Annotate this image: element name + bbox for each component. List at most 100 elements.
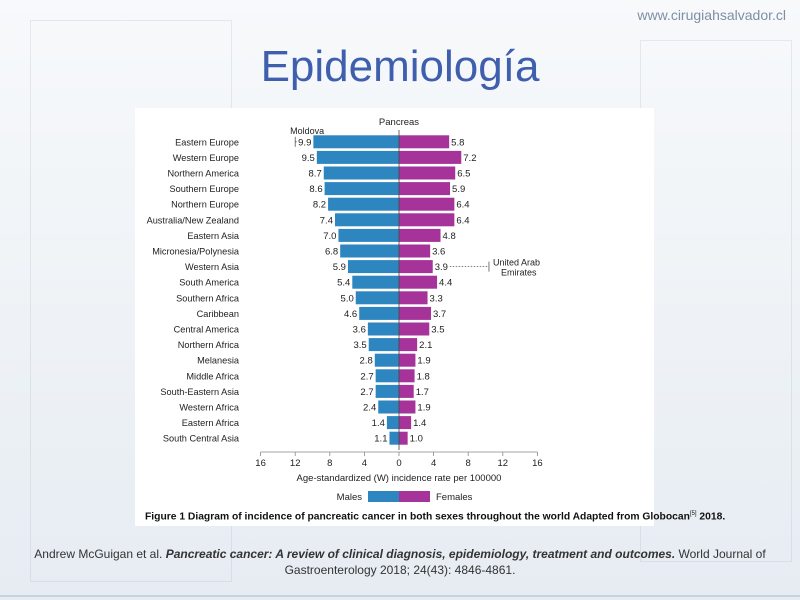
male-value-label: 6.8	[325, 247, 338, 258]
male-value-label: 2.8	[360, 356, 373, 367]
female-value-label: 1.9	[417, 356, 430, 367]
x-tick-label: 16	[532, 458, 543, 469]
male-bar	[340, 244, 399, 258]
female-value-label: 3.7	[433, 309, 446, 320]
female-value-label: 1.9	[417, 403, 430, 414]
male-value-label: 3.6	[353, 325, 366, 336]
female-bar	[399, 213, 455, 227]
male-value-label: 8.2	[313, 200, 326, 211]
male-bar	[316, 150, 399, 164]
male-bar	[324, 182, 399, 196]
male-value-label: 7.0	[323, 231, 336, 242]
x-tick-label: 8	[466, 458, 471, 469]
male-bar	[347, 260, 399, 274]
slide-title: Epidemiología	[260, 42, 540, 91]
male-bar	[378, 400, 399, 414]
category-label: Central America	[174, 325, 240, 335]
male-value-label: 8.7	[309, 169, 322, 180]
female-value-label: 1.0	[410, 434, 423, 445]
female-bar	[399, 384, 414, 398]
male-value-label: 5.0	[341, 293, 354, 304]
female-value-label: 6.5	[457, 169, 470, 180]
female-bar	[399, 150, 462, 164]
chart-title: Pancreas	[379, 117, 419, 128]
caption-reference: [5]	[689, 511, 697, 517]
male-value-label: 5.9	[333, 262, 346, 273]
male-value-label: 1.1	[374, 434, 387, 445]
male-value-label: 2.4	[363, 403, 376, 414]
x-axis-label: Age-standardized (W) incidence rate per …	[297, 473, 502, 484]
female-value-label: 4.8	[443, 231, 456, 242]
female-bar	[399, 322, 430, 336]
legend-label-males: Males	[337, 492, 363, 503]
figure-panel: Pancreas Eastern Europe 9.9 5.8 Western Euro…	[135, 108, 725, 526]
citation-source: World Journal of Gastroenterology 2018; …	[284, 547, 766, 577]
legend-label-females: Females	[436, 492, 473, 503]
male-bar	[313, 135, 399, 149]
female-bar	[399, 260, 433, 274]
female-value-label: 3.3	[430, 293, 443, 304]
female-bar	[399, 228, 441, 242]
category-label: Eastern Africa	[182, 418, 240, 428]
category-label: Caribbean	[197, 309, 239, 319]
category-label: Southern Europe	[170, 184, 239, 194]
male-bar	[389, 431, 399, 445]
female-value-label: 6.4	[456, 200, 469, 211]
female-bar	[399, 369, 415, 383]
x-tick-label: 4	[431, 458, 436, 469]
male-bar	[375, 384, 399, 398]
male-value-label: 2.7	[360, 371, 373, 382]
category-label: Australia/New Zealand	[147, 215, 239, 225]
caption-text: Figure 1 Diagram of incidence of pancrea…	[145, 511, 690, 523]
x-tick-label: 8	[327, 458, 332, 469]
female-bar	[399, 431, 408, 445]
female-value-label: 3.6	[432, 247, 445, 258]
male-value-label: 1.4	[372, 418, 385, 429]
x-tick-label: 4	[362, 458, 367, 469]
male-bar	[367, 322, 399, 336]
female-bar	[399, 197, 455, 211]
category-label: Western Europe	[173, 153, 239, 163]
x-tick-label: 12	[290, 458, 301, 469]
figure-caption: Figure 1 Diagram of incidence of pancrea…	[145, 511, 725, 522]
male-value-label: 3.5	[354, 340, 367, 351]
female-value-label: 3.5	[431, 325, 444, 336]
female-bar	[399, 353, 416, 367]
female-bar	[399, 244, 431, 258]
citation-title: Pancreatic cancer: A review of clinical …	[165, 547, 676, 561]
female-bar	[399, 135, 450, 149]
category-label: Southern Africa	[176, 293, 240, 303]
male-bar	[355, 291, 399, 305]
x-tick-label: 12	[498, 458, 509, 469]
female-value-label: 6.4	[456, 215, 469, 226]
annotation-label: United Arab Emirates	[493, 258, 540, 278]
male-value-label: 2.7	[360, 387, 373, 398]
female-bar	[399, 182, 451, 196]
female-value-label: 3.9	[435, 262, 448, 273]
male-bar	[386, 416, 399, 430]
category-label: Melanesia	[197, 356, 240, 366]
category-label: Eastern Europe	[175, 137, 239, 147]
female-bar	[399, 291, 428, 305]
bottom-divider	[0, 595, 800, 597]
legend-swatch-females	[399, 491, 430, 502]
legend-swatch-males	[368, 491, 399, 502]
male-bar	[359, 306, 399, 320]
male-value-label: 7.4	[320, 215, 333, 226]
male-bar	[338, 228, 399, 242]
female-value-label: 5.9	[452, 184, 465, 195]
male-bar	[323, 166, 399, 180]
male-value-label: 8.6	[309, 184, 322, 195]
category-label: South America	[179, 278, 240, 288]
male-value-label: 9.9	[298, 137, 311, 148]
female-value-label: 4.4	[439, 278, 452, 289]
caption-year: 2018.	[696, 511, 726, 523]
site-url: www.cirugiahsalvador.cl	[637, 7, 786, 23]
male-value-label: 4.6	[344, 309, 357, 320]
citation: Andrew McGuigan et al. Pancreatic cancer…	[20, 546, 780, 578]
female-bar	[399, 400, 416, 414]
female-value-label: 2.1	[419, 340, 432, 351]
female-value-label: 1.4	[413, 418, 426, 429]
female-bar	[399, 275, 438, 289]
category-label: Western Africa	[179, 403, 239, 413]
